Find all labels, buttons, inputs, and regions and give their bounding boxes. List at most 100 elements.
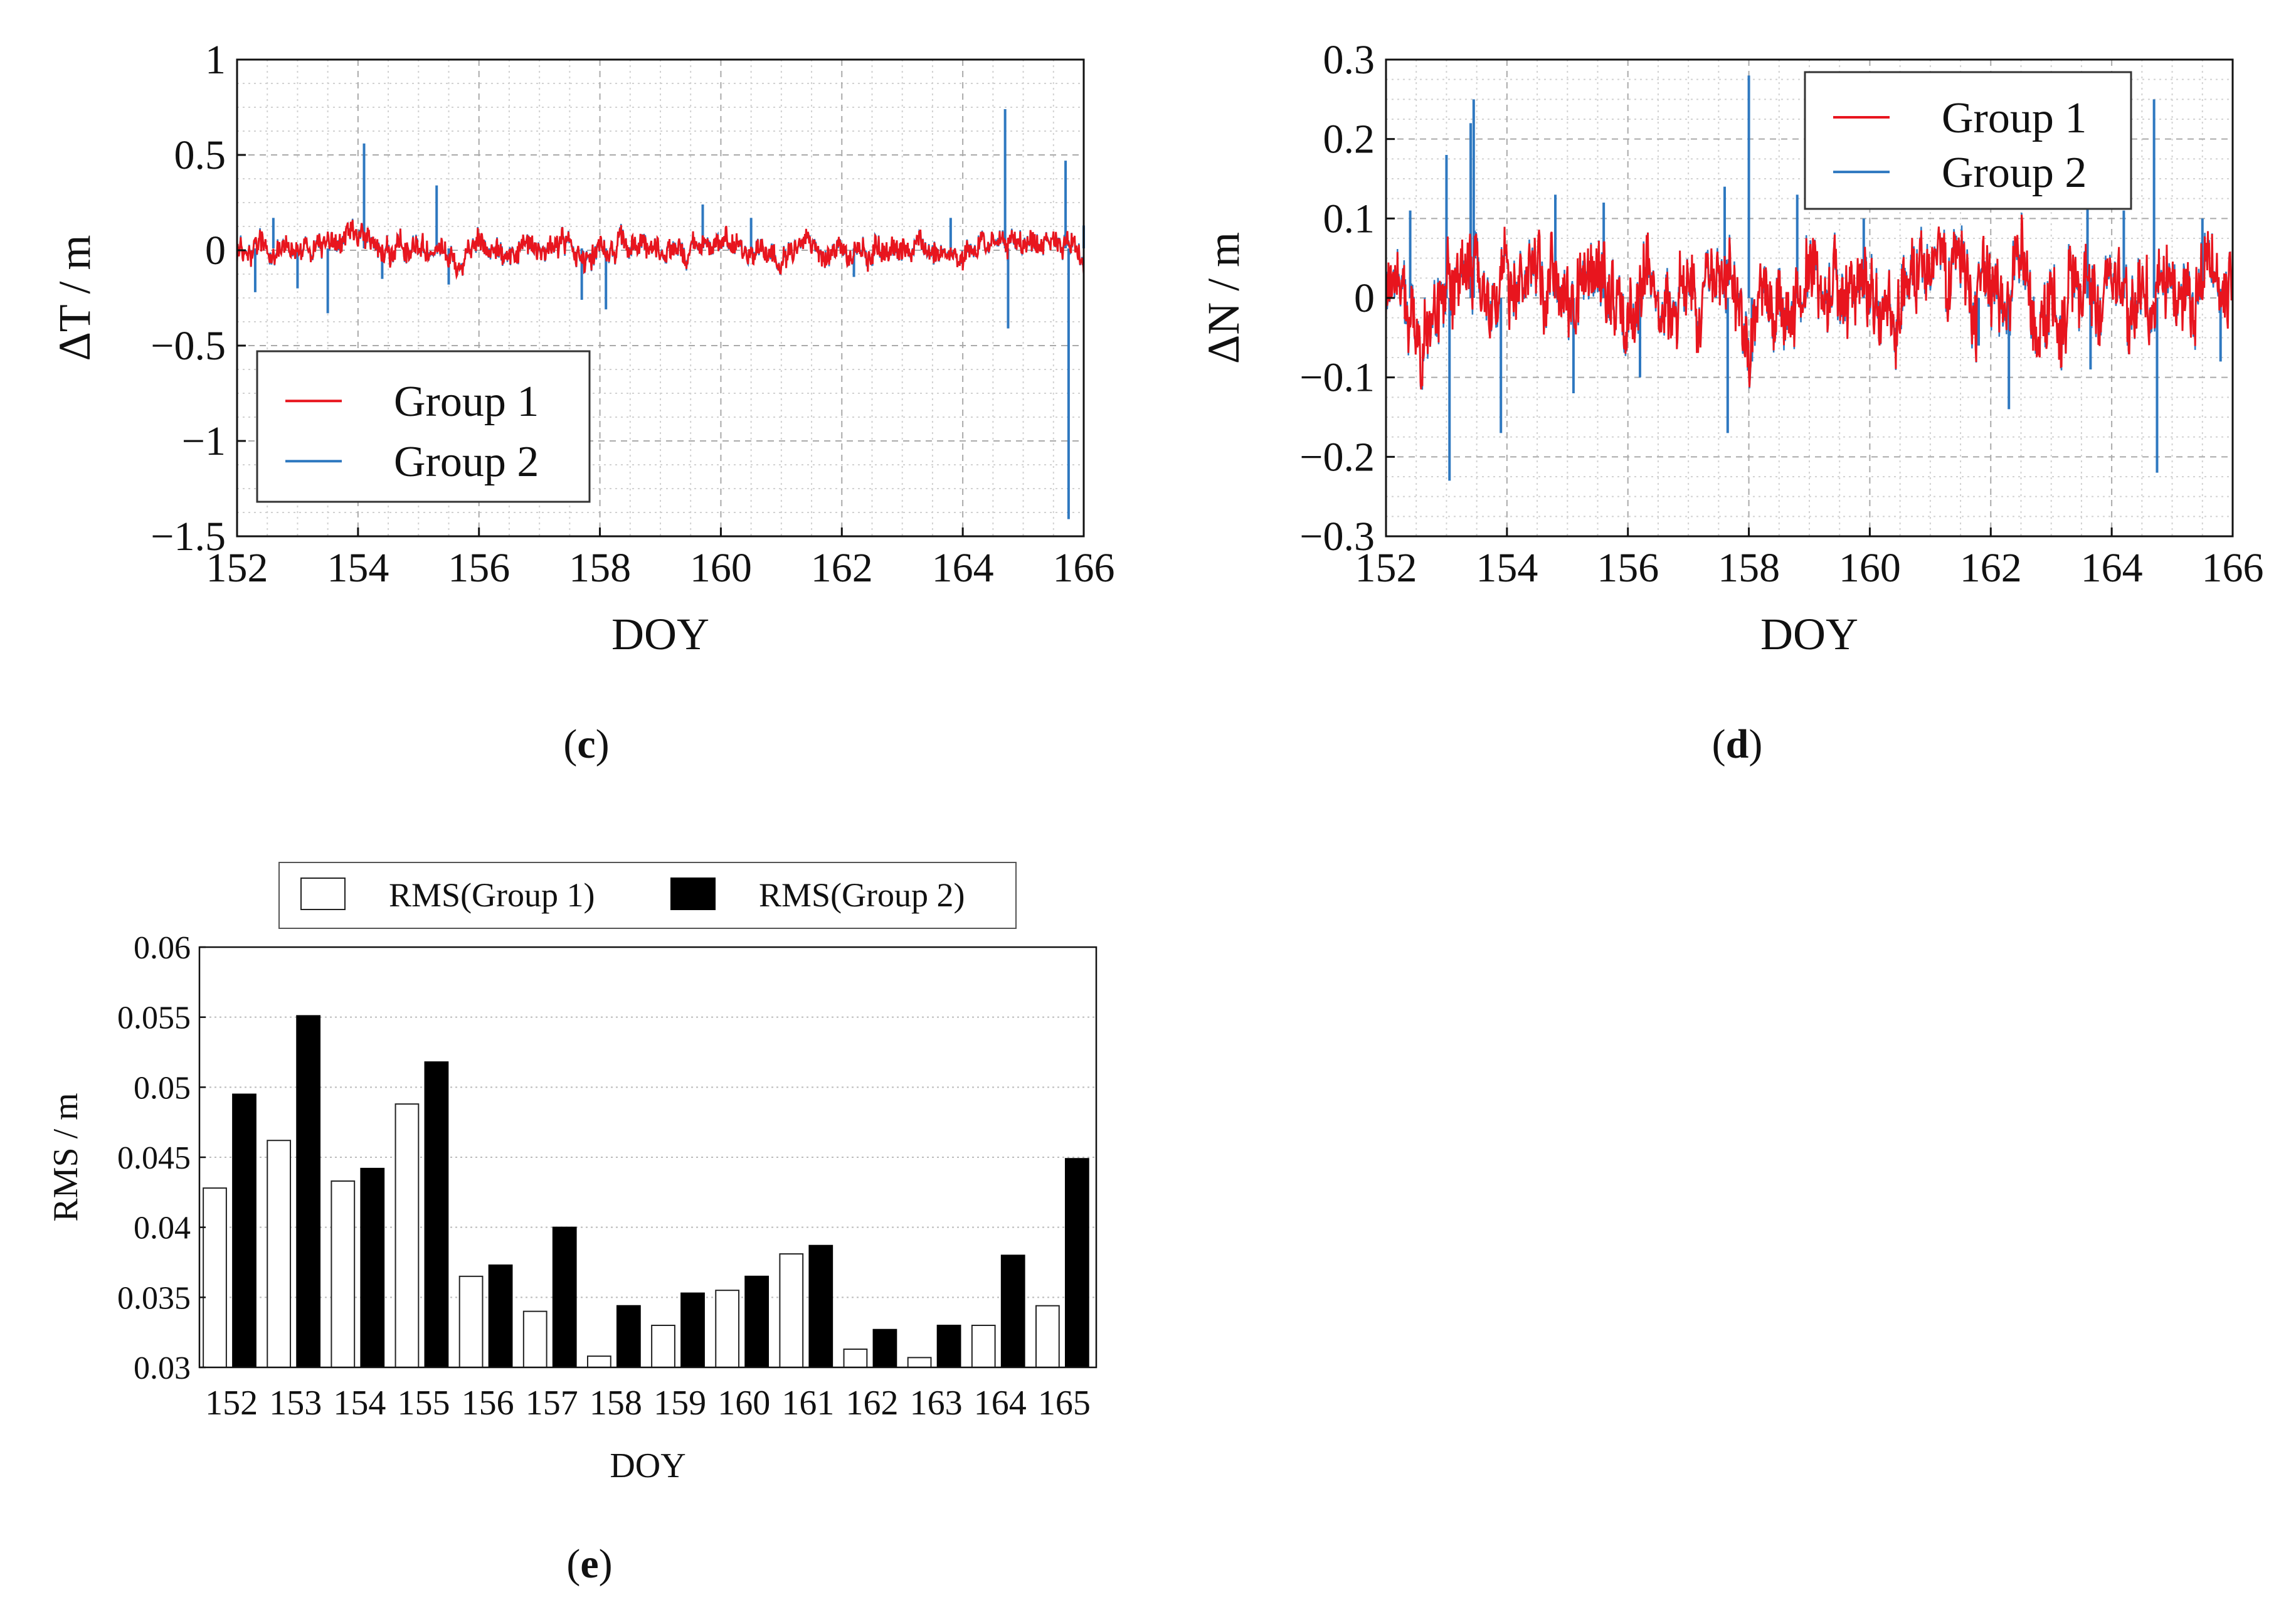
bar-group-2 <box>808 1244 833 1368</box>
bar-group-2 <box>936 1325 961 1368</box>
bar-group-1 <box>651 1325 675 1368</box>
legend-label: Group 1 <box>1942 94 2087 142</box>
x-tick-label: 156 <box>1597 545 1659 591</box>
x-tick-label: 163 <box>910 1384 963 1423</box>
plot-frame <box>236 58 1085 538</box>
y-axis-label: ΔN / m <box>1198 232 1249 364</box>
y-axis-label: RMS / m <box>46 1093 85 1221</box>
bar-group-1 <box>779 1253 804 1368</box>
legend-box <box>1804 71 2132 210</box>
x-tick-label: 165 <box>1038 1384 1091 1423</box>
x-axis-label: DOY <box>610 1446 685 1485</box>
x-tick-label: 156 <box>462 1384 514 1423</box>
bar-group-2 <box>1064 1158 1089 1368</box>
bar-group-2 <box>1000 1254 1025 1369</box>
bar-group-1 <box>458 1275 484 1369</box>
y-tick-label: 0.05 <box>134 1070 191 1106</box>
bar-group-1 <box>522 1310 548 1369</box>
x-tick-label: 154 <box>327 545 389 591</box>
y-tick-label: 0.5 <box>174 132 226 178</box>
bar-group-2 <box>232 1093 257 1368</box>
bar-group-1 <box>715 1290 740 1369</box>
x-tick-label: 162 <box>846 1384 899 1423</box>
y-tick-label: 0.045 <box>117 1140 191 1176</box>
y-tick-label: 0 <box>205 228 226 273</box>
x-tick-label: 160 <box>690 545 752 591</box>
y-tick-label: 0.04 <box>134 1211 191 1246</box>
bar-group-1 <box>1035 1305 1060 1369</box>
bar-group-1 <box>586 1355 611 1368</box>
x-tick-label: 164 <box>932 545 994 591</box>
bar-group-2 <box>488 1264 513 1369</box>
x-tick-label: 162 <box>1960 545 2022 591</box>
x-tick-label: 155 <box>398 1384 450 1423</box>
x-tick-label: 158 <box>1718 545 1780 591</box>
x-tick-label: 154 <box>333 1384 386 1423</box>
bar-group-2 <box>872 1328 897 1368</box>
x-tick-label: 152 <box>1355 545 1417 591</box>
y-tick-label: −1 <box>182 418 226 464</box>
y-tick-label: 0.3 <box>1323 37 1375 83</box>
bar-group-2 <box>616 1305 641 1369</box>
legend-box <box>256 350 591 503</box>
y-tick-label: 0.055 <box>117 1000 191 1036</box>
legend-label: Group 1 <box>394 378 539 426</box>
x-tick-label: 158 <box>569 545 631 591</box>
bar-group-2 <box>424 1061 449 1368</box>
x-tick-label: 154 <box>1476 545 1538 591</box>
x-tick-label: 162 <box>811 545 873 591</box>
bar-group-2 <box>680 1292 705 1368</box>
panel-label-d: (d) <box>1712 721 1763 767</box>
bar-group-1 <box>394 1103 420 1368</box>
bar-group-1 <box>843 1348 868 1368</box>
x-tick-label: 164 <box>2081 545 2143 591</box>
bar-group-1 <box>907 1357 932 1369</box>
y-axis-label: ΔT / m <box>50 235 100 361</box>
y-tick-label: 0.03 <box>134 1350 191 1386</box>
x-tick-label: 166 <box>1053 545 1115 591</box>
x-tick-label: 152 <box>206 545 268 591</box>
legend-swatch-group-2 <box>670 878 716 910</box>
x-tick-label: 166 <box>2202 545 2264 591</box>
x-axis-label: DOY <box>611 609 709 659</box>
legend-label: Group 2 <box>394 438 539 486</box>
x-tick-label: 159 <box>653 1384 706 1423</box>
x-tick-label: 158 <box>590 1384 642 1423</box>
chart-c-timeseries: 152 154 156 158 160 162 164 166 1 0.5 0 −0.5 −1 −1.5 D… <box>50 37 1115 659</box>
bar-group-2 <box>744 1275 770 1369</box>
bar-group-1 <box>331 1180 356 1368</box>
chart-d-timeseries: 152 154 156 158 160 162 164 166 0.3 0.2 0.1 0 −0.1 −0… <box>1198 37 2264 659</box>
legend-label: Group 2 <box>1942 149 2087 197</box>
bar-group-1 <box>971 1325 996 1368</box>
x-tick-label: 152 <box>205 1384 258 1423</box>
x-tick-label: 164 <box>974 1384 1027 1423</box>
y-tick-label: −1.5 <box>151 514 226 559</box>
y-tick-label: −0.1 <box>1299 355 1375 401</box>
x-tick-label: 157 <box>526 1384 578 1423</box>
panel-label-e: (e) <box>566 1541 612 1587</box>
y-tick-label: −0.5 <box>151 323 226 369</box>
y-tick-label: −0.2 <box>1299 434 1375 480</box>
y-tick-label: 0.1 <box>1323 196 1375 241</box>
legend-label: RMS(Group 2) <box>759 876 965 914</box>
x-tick-label: 156 <box>448 545 510 591</box>
legend-box <box>278 862 1017 929</box>
bar-group-2 <box>360 1167 385 1369</box>
y-tick-label: 1 <box>205 37 226 83</box>
bar-group-1 <box>267 1140 292 1368</box>
bar-group-2 <box>296 1015 321 1368</box>
x-axis-label: DOY <box>1760 609 1858 659</box>
legend-label: RMS(Group 1) <box>389 876 595 914</box>
x-tick-label: 161 <box>781 1384 834 1423</box>
series-group-1-line <box>1385 215 2234 390</box>
x-tick-label: 153 <box>269 1384 322 1423</box>
legend-swatch-group-1 <box>300 878 346 910</box>
y-tick-label: 0.035 <box>117 1280 191 1316</box>
chart-e-bar-chart: 152 153 154 155 156 157 158 159 160 161 162 163 164 1… <box>46 862 1098 1485</box>
y-tick-label: 0.06 <box>134 930 191 966</box>
y-tick-label: −0.3 <box>1299 514 1375 559</box>
series-group-1-line <box>236 220 1085 280</box>
x-tick-label: 160 <box>1839 545 1901 591</box>
x-tick-label: 160 <box>717 1384 770 1423</box>
